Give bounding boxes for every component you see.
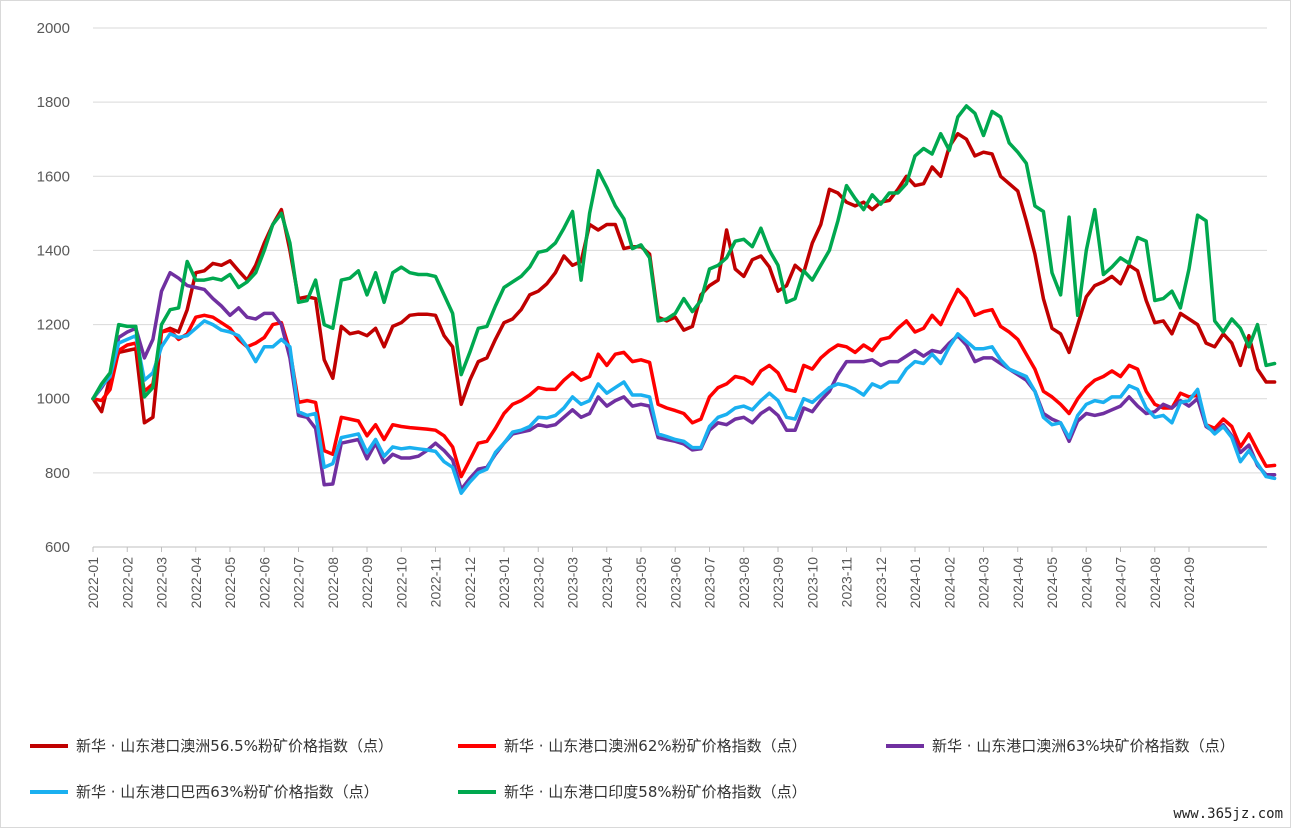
x-tick-label: 2024-09 <box>1181 557 1197 609</box>
y-tick-label: 1400 <box>37 242 70 259</box>
x-tick-label: 2024-08 <box>1147 557 1163 609</box>
series-line-5 <box>91 104 1277 401</box>
x-tick-label: 2023-02 <box>530 557 546 609</box>
series-line-4 <box>91 319 1277 495</box>
x-tick-label: 2023-09 <box>770 557 786 609</box>
y-tick-label: 1800 <box>37 94 70 111</box>
x-tick-label: 2024-05 <box>1044 557 1060 609</box>
x-tick-label: 2022-09 <box>359 557 375 609</box>
series-lines <box>91 104 1277 495</box>
x-tick-label: 2022-07 <box>291 557 307 609</box>
x-tick-label: 2024-03 <box>976 557 992 609</box>
x-tick-label: 2024-07 <box>1113 557 1129 609</box>
x-tick-label: 2024-06 <box>1078 557 1094 609</box>
x-axis: 2022-01 2022-02 2022-03 2022-04 2022-05 2022-… <box>85 546 1267 609</box>
x-tick-label: 2023-05 <box>633 557 649 609</box>
x-tick-label: 2024-02 <box>941 557 957 609</box>
x-tick-label: 2023-03 <box>565 557 581 609</box>
x-tick-label: 2023-01 <box>496 557 512 609</box>
x-tick-label: 2022-10 <box>393 557 409 609</box>
x-tick-label: 2022-12 <box>462 557 478 609</box>
x-tick-label: 2023-11 <box>839 557 855 608</box>
y-tick-label: 600 <box>45 539 70 556</box>
y-tick-label: 1600 <box>37 168 70 185</box>
x-tick-label: 2022-01 <box>85 557 101 609</box>
y-tick-label: 1200 <box>37 317 70 334</box>
x-tick-label: 2022-06 <box>256 557 272 609</box>
x-tick-label: 2023-04 <box>599 557 615 609</box>
series-line-2 <box>91 287 1277 479</box>
x-tick-label: 2022-04 <box>188 557 204 609</box>
watermark: www.365jz.com <box>1173 806 1283 822</box>
gridlines <box>93 27 1267 474</box>
x-tick-label: 2023-06 <box>667 557 683 609</box>
x-tick-label: 2022-08 <box>325 557 341 609</box>
y-tick-label: 1000 <box>37 391 70 408</box>
x-tick-label: 2024-04 <box>1010 557 1026 609</box>
y-axis-ticks: 600 800 1000 1200 1400 1600 1800 2000 <box>37 20 70 556</box>
x-tick-label: 2024-01 <box>907 557 923 609</box>
y-tick-label: 2000 <box>37 20 70 37</box>
x-tick-label: 2023-07 <box>702 557 718 609</box>
x-tick-label: 2023-12 <box>873 557 889 609</box>
x-tick-label: 2023-08 <box>736 557 752 609</box>
x-tick-label: 2022-05 <box>222 557 238 609</box>
y-tick-label: 800 <box>45 465 70 482</box>
x-tick-label: 2022-11 <box>428 557 444 608</box>
series-line-3 <box>91 270 1277 492</box>
x-tick-label: 2022-03 <box>154 557 170 609</box>
x-tick-label: 2023-10 <box>804 557 820 609</box>
x-tick-label: 2022-02 <box>119 557 135 609</box>
